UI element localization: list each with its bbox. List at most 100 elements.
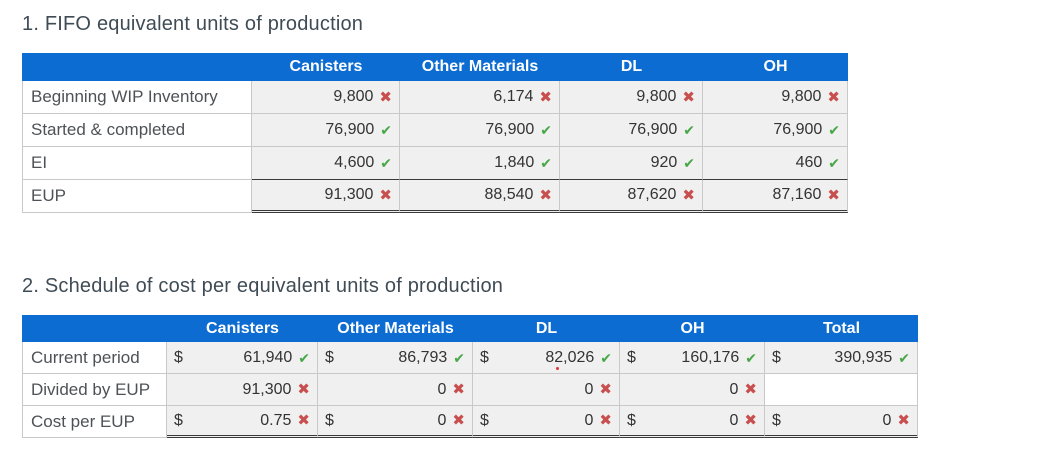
answer-value: 0 xyxy=(584,380,594,398)
answer-value: 460 xyxy=(795,154,823,171)
answer-value: 0 xyxy=(882,411,892,429)
incorrect-icon: ✖ xyxy=(897,412,910,429)
correct-icon: ✔ xyxy=(540,122,552,138)
table-row: EI 4,600 ✔ 1,840 ✔ 920 ✔ 460 ✔ xyxy=(22,147,848,180)
answer-value: 91,300 xyxy=(324,186,374,203)
answer-value: 0 xyxy=(729,411,739,429)
incorrect-icon: ✖ xyxy=(827,186,840,204)
answer-cell[interactable]: $160,176 ✔ xyxy=(620,342,765,374)
answer-cell[interactable]: $86,793 ✔ xyxy=(318,342,473,374)
answer-cell[interactable]: 6,174 ✖ xyxy=(400,81,560,114)
answer-value: 76,900 xyxy=(773,121,823,138)
answer-cell[interactable]: 76,900 ✔ xyxy=(400,114,560,147)
dollar-sign: $ xyxy=(480,411,489,429)
column-header-dl: DL xyxy=(620,58,643,75)
answer-value: 76,900 xyxy=(628,121,678,138)
incorrect-icon: ✖ xyxy=(297,412,310,429)
answer-cell[interactable]: 87,620 ✖ xyxy=(560,180,703,213)
dollar-sign: $ xyxy=(325,411,334,429)
answer-cell[interactable]: $82,026 ✔ xyxy=(473,342,620,374)
incorrect-icon: ✖ xyxy=(744,412,757,429)
incorrect-icon: ✖ xyxy=(599,381,612,398)
answer-cell[interactable]: $61,940 ✔ xyxy=(167,342,318,374)
incorrect-icon: ✖ xyxy=(539,88,552,106)
incorrect-icon: ✖ xyxy=(452,412,465,429)
answer-value: 9,800 xyxy=(333,88,374,105)
answer-value: 9,800 xyxy=(781,88,822,105)
answer-cell[interactable]: 9,800 ✖ xyxy=(703,81,848,114)
corner-header xyxy=(22,315,167,342)
column-header-canisters: Canisters xyxy=(206,320,279,337)
incorrect-icon: ✖ xyxy=(744,381,757,398)
answer-cell[interactable]: 1,840 ✔ xyxy=(400,147,560,180)
corner-header xyxy=(22,53,252,81)
dollar-sign: $ xyxy=(480,348,489,366)
answer-cell[interactable]: 4,600 ✔ xyxy=(252,147,400,180)
answer-cell[interactable]: 87,160 ✖ xyxy=(703,180,848,213)
answer-cell[interactable]: 9,800 ✖ xyxy=(252,81,400,114)
column-header-oh: OH xyxy=(763,58,788,75)
dollar-sign: $ xyxy=(772,411,781,429)
grading-worksheet: 1. FIFO equivalent units of production C… xyxy=(22,13,918,438)
fifo-eup-table: Canisters Other Materials DL OH Beginnin… xyxy=(22,53,848,213)
answer-cell[interactable]: $0 ✖ xyxy=(620,406,765,438)
answer-value: 0.75 xyxy=(260,411,292,429)
answer-cell[interactable]: 91,300 ✖ xyxy=(252,180,400,213)
answer-cell[interactable]: 91,300 ✖ xyxy=(167,374,318,406)
answer-cell[interactable]: 76,900 ✔ xyxy=(560,114,703,147)
column-header-other-materials: Other Materials xyxy=(337,320,454,337)
dollar-sign: $ xyxy=(174,348,183,366)
incorrect-icon: ✖ xyxy=(379,88,392,106)
incorrect-icon: ✖ xyxy=(682,186,695,204)
answer-value: 4,600 xyxy=(334,154,375,171)
answer-cell[interactable]: 9,800 ✖ xyxy=(560,81,703,114)
answer-cell[interactable]: $0 ✖ xyxy=(473,406,620,438)
answer-value: 6,174 xyxy=(493,88,534,105)
dollar-sign: $ xyxy=(772,348,781,366)
row-label: Beginning WIP Inventory xyxy=(22,81,252,114)
answer-value: 61,940 xyxy=(243,348,293,366)
answer-cell[interactable]: 0 ✖ xyxy=(620,374,765,406)
answer-cell[interactable]: 460 ✔ xyxy=(703,147,848,180)
row-label: Cost per EUP xyxy=(22,406,167,438)
row-label: EUP xyxy=(22,180,252,213)
correct-icon: ✔ xyxy=(683,122,695,138)
column-header-oh: OH xyxy=(680,320,705,337)
answer-value: 88,540 xyxy=(484,186,534,203)
correct-icon: ✔ xyxy=(898,349,910,366)
dollar-sign: $ xyxy=(325,348,334,366)
incorrect-icon: ✖ xyxy=(539,186,552,204)
answer-cell[interactable]: 0 ✖ xyxy=(473,374,620,406)
row-label: Started & completed xyxy=(22,114,252,147)
answer-value: 82,026 xyxy=(545,348,595,370)
row-label: EI xyxy=(22,147,252,180)
answer-cell[interactable]: $0 ✖ xyxy=(765,406,918,438)
answer-cell[interactable]: $0 ✖ xyxy=(318,406,473,438)
dollar-sign: $ xyxy=(627,348,636,366)
column-header-canisters: Canisters xyxy=(289,58,363,75)
answer-cell[interactable]: 76,900 ✔ xyxy=(252,114,400,147)
answer-value: 920 xyxy=(650,154,678,171)
incorrect-icon: ✖ xyxy=(452,381,465,398)
answer-cell[interactable]: 920 ✔ xyxy=(560,147,703,180)
section1-title: 1. FIFO equivalent units of production xyxy=(22,13,364,35)
correct-icon: ✔ xyxy=(380,122,392,138)
answer-cell[interactable]: $390,935 ✔ xyxy=(765,342,918,374)
answer-cell[interactable]: 88,540 ✖ xyxy=(400,180,560,213)
answer-cell[interactable]: 0 ✖ xyxy=(318,374,473,406)
answer-cell[interactable]: 76,900 ✔ xyxy=(703,114,848,147)
answer-value: 0 xyxy=(729,380,739,398)
answer-value: 76,900 xyxy=(325,121,375,138)
answer-cell[interactable]: $0.75 ✖ xyxy=(167,406,318,438)
answer-value: 0 xyxy=(437,411,447,429)
empty-cell xyxy=(765,374,918,406)
answer-value: 1,840 xyxy=(494,154,535,171)
answer-value: 0 xyxy=(584,411,594,429)
answer-value: 160,176 xyxy=(681,348,740,366)
table2-header-row: Canisters Other Materials DL OH Total xyxy=(22,315,918,342)
incorrect-icon: ✖ xyxy=(599,412,612,429)
incorrect-icon: ✖ xyxy=(379,186,392,204)
answer-value: 87,160 xyxy=(772,186,822,203)
correct-icon: ✔ xyxy=(683,155,695,171)
correct-icon: ✔ xyxy=(380,155,392,171)
